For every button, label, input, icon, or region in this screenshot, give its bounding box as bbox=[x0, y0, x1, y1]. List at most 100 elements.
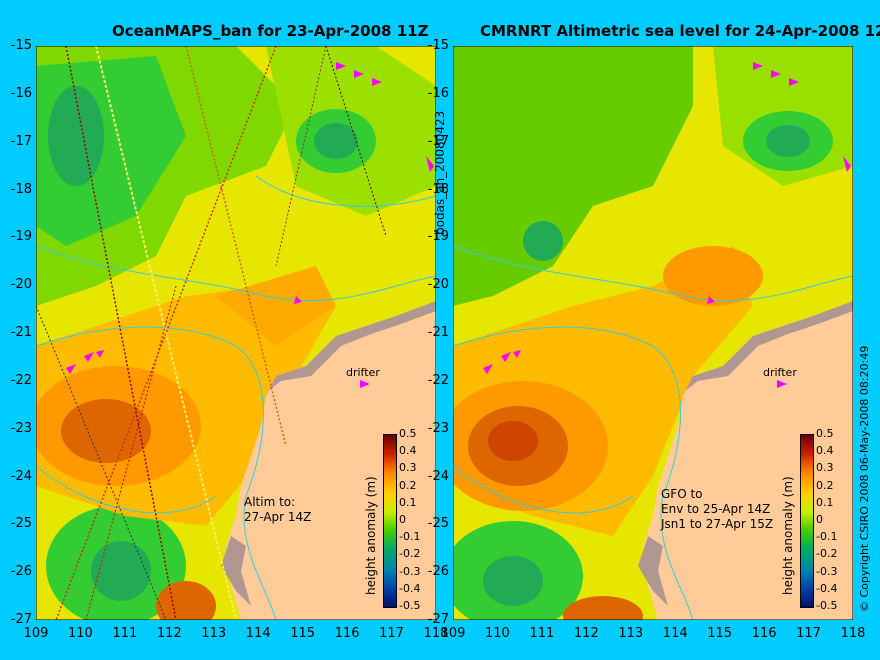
drifter-label: drifter bbox=[346, 366, 380, 379]
colorbar-tick-label: -0.3 bbox=[816, 564, 838, 578]
drifter-legend-icon bbox=[777, 380, 787, 388]
left-panel-title: OceanMAPS_ban for 23-Apr-2008 11Z bbox=[112, 22, 429, 40]
x-tick-label: 109 bbox=[23, 626, 49, 641]
x-tick-label: 109 bbox=[440, 626, 466, 641]
contour-line bbox=[36, 326, 277, 620]
y-tick-label: -20 bbox=[10, 277, 32, 293]
altimeter-track bbox=[185, 46, 287, 447]
eddy-high-core bbox=[488, 421, 538, 461]
y-tick-label: -16 bbox=[10, 85, 32, 101]
y-tick-label: -24 bbox=[10, 468, 32, 484]
y-tick-label: -24 bbox=[427, 468, 449, 484]
contour-line bbox=[453, 465, 634, 514]
colorbar-tick-label: 0.5 bbox=[816, 427, 834, 440]
y-tick-label: -19 bbox=[10, 229, 32, 245]
y-tick-label: -21 bbox=[427, 325, 449, 340]
eddy-high-core bbox=[61, 399, 151, 463]
eddy-low-core bbox=[766, 125, 810, 157]
track-annotation-line3: Jsn1 to 27-Apr 15Z bbox=[660, 517, 773, 531]
eddy-low-core bbox=[91, 541, 151, 601]
drifter-label: drifter bbox=[763, 366, 797, 379]
contour-line bbox=[36, 245, 436, 302]
y-tick-label: -26 bbox=[427, 564, 449, 580]
high-anomaly-zone bbox=[216, 266, 336, 346]
colorbar-tick-label: 0.1 bbox=[816, 495, 834, 509]
x-tick-label: 115 bbox=[707, 626, 733, 641]
right-panel-title: CMRNRT Altimetric sea level for 24-Apr-2… bbox=[480, 22, 880, 40]
track-annotation-line2: Env to 25-Apr 14Z bbox=[661, 502, 770, 516]
y-tick-label: -22 bbox=[10, 372, 32, 388]
colorbar-tick-label: -0.5 bbox=[399, 599, 421, 612]
eddy-high bbox=[156, 581, 216, 620]
x-tick-label: 111 bbox=[112, 626, 138, 641]
colorbar-tick-label: 0.5 bbox=[399, 427, 417, 440]
contour-line bbox=[36, 465, 217, 514]
colorbar-tick-label: -0.3 bbox=[399, 564, 421, 578]
y-tick-label: -21 bbox=[10, 325, 32, 340]
x-tick-label: 117 bbox=[796, 626, 821, 641]
y-tick-label: -20 bbox=[427, 277, 449, 293]
left-colorbar-axis-label: height anomaly (m) bbox=[364, 476, 378, 595]
eddy-low bbox=[523, 221, 563, 261]
x-tick-label: 112 bbox=[573, 626, 599, 641]
track-annotation-line2: 27-Apr 14Z bbox=[244, 510, 311, 524]
y-tick-label: -18 bbox=[10, 181, 32, 197]
low-anomaly-zone bbox=[453, 46, 693, 306]
colorbar-tick-label: -0.4 bbox=[816, 581, 838, 595]
y-tick-label: -26 bbox=[10, 564, 32, 580]
y-tick-label: -23 bbox=[427, 420, 449, 436]
y-tick-label: -27 bbox=[427, 612, 449, 627]
colorbar-tick-label: 0.1 bbox=[399, 495, 417, 509]
colorbar-tick-label: -0.4 bbox=[399, 581, 421, 595]
altimeter-track bbox=[36, 305, 167, 620]
contour-line bbox=[255, 175, 436, 207]
x-tick-label: 116 bbox=[751, 626, 777, 641]
colorbar-tick-label: -0.5 bbox=[816, 599, 838, 612]
colorbar-tick-label: -0.1 bbox=[399, 530, 421, 544]
y-tick-label: -25 bbox=[10, 516, 32, 532]
altimeter-track bbox=[85, 285, 177, 620]
colorbar-tick-label: 0.2 bbox=[816, 478, 834, 492]
y-tick-label: -18 bbox=[427, 181, 449, 197]
colorbar-tick-label: -0.2 bbox=[399, 547, 421, 561]
drifter-track-markers bbox=[483, 62, 851, 374]
x-tick-label: 118 bbox=[840, 626, 866, 641]
colorbar-tick-label: 0.3 bbox=[399, 461, 417, 475]
x-tick-label: 113 bbox=[618, 626, 644, 641]
x-tick-label: 114 bbox=[245, 626, 271, 641]
drifter-track-markers bbox=[66, 62, 434, 374]
x-tick-label: 115 bbox=[290, 626, 316, 641]
y-tick-label: -17 bbox=[10, 133, 32, 149]
colorbar-tick-label: 0.3 bbox=[816, 461, 834, 475]
x-tick-label: 111 bbox=[529, 626, 555, 641]
x-tick-label: 117 bbox=[379, 626, 404, 641]
altimeter-track bbox=[55, 46, 277, 620]
colorbar-tick-label: -0.1 bbox=[816, 530, 838, 544]
eddy-low-core bbox=[483, 556, 543, 606]
x-tick-label: 116 bbox=[334, 626, 360, 641]
coastal-shelf bbox=[685, 301, 853, 391]
drifter-legend-icon bbox=[360, 380, 370, 388]
x-tick-label: 113 bbox=[201, 626, 227, 641]
eddy-low-core bbox=[314, 123, 358, 159]
right-colorbar bbox=[800, 434, 814, 608]
colorbar-tick-label: 0.2 bbox=[399, 478, 417, 492]
coastal-shelf bbox=[268, 301, 436, 391]
x-tick-label: 112 bbox=[156, 626, 182, 641]
colorbar-tick-label: -0.2 bbox=[816, 547, 838, 561]
altimeter-track bbox=[95, 46, 237, 620]
y-tick-label: -25 bbox=[427, 516, 449, 532]
left-colorbar bbox=[383, 434, 397, 608]
y-tick-label: -23 bbox=[10, 420, 32, 436]
colorbar-tick-label: 0 bbox=[816, 513, 823, 526]
y-tick-label: -17 bbox=[427, 133, 449, 149]
y-tick-label: -15 bbox=[427, 38, 449, 53]
right-colorbar-axis-label: height anomaly (m) bbox=[781, 476, 795, 595]
x-tick-label: 110 bbox=[68, 626, 93, 641]
x-tick-label: 114 bbox=[662, 626, 688, 641]
y-tick-label: -22 bbox=[427, 372, 449, 388]
track-annotation-line1: Altim to: bbox=[244, 495, 295, 509]
altimeter-track bbox=[65, 46, 177, 620]
x-tick-label: 110 bbox=[485, 626, 510, 641]
